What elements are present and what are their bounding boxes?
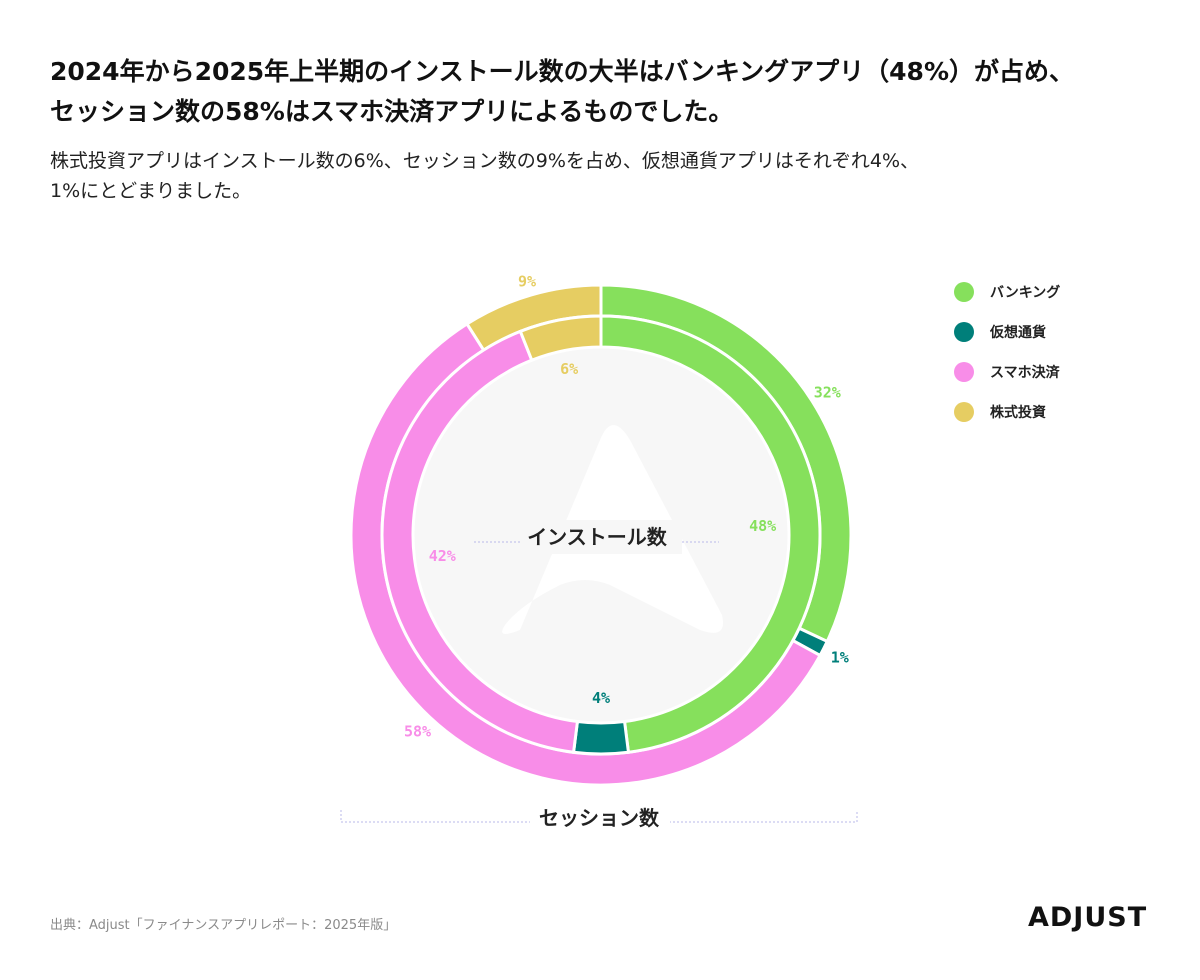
legend-item-mobile-payment: スマホ決済 (954, 362, 1060, 382)
session-label-crypto: 1% (831, 649, 849, 667)
chart-legend: バンキング 仮想通貨 スマホ決済 株式投資 (954, 282, 1060, 442)
session-label-banking: 32% (814, 383, 841, 401)
legend-label-mobile-payment: スマホ決済 (990, 365, 1060, 381)
chart-subtitle: 株式投資アプリはインストール数の6%、セッション数の9%を占め、仮想通貨アプリは… (50, 146, 1150, 206)
outer-label-bg (530, 804, 670, 834)
segment-labels: 48% 4% 42% 6% 32% 1% 58% 9% (404, 273, 849, 741)
outer-ring-label: セッション数 (539, 806, 660, 830)
legend-item-crypto: 仮想通貨 (954, 322, 1060, 342)
legend-item-banking: バンキング (954, 282, 1060, 302)
legend-dot-banking (954, 282, 974, 302)
session-label-stock-investing: 9% (518, 273, 536, 291)
subtitle-line-1: 株式投資アプリはインストール数の6%、セッション数の9%を占め、仮想通貨アプリは… (50, 150, 920, 172)
inner-ring-installs (380, 314, 822, 756)
install-segment-crypto (571, 719, 631, 756)
legend-item-stock-investing: 株式投資 (954, 402, 1060, 422)
install-segment-stock-investing (518, 314, 603, 363)
legend-dot-crypto (954, 322, 974, 342)
legend-label-crypto: 仮想通貨 (990, 325, 1046, 341)
legend-label-banking: バンキング (990, 285, 1061, 301)
adjust-logo: ADJUST (1028, 902, 1148, 933)
legend-dot-mobile-payment (954, 362, 974, 382)
source-note: 出典：Adjust「ファイナンスアプリレポート：2025年版」 (50, 918, 397, 933)
title-line-2: セッション数の58%はスマホ決済アプリによるものでした。 (50, 97, 734, 126)
title-line-1: 2024年から2025年上半期のインストール数の大半はバンキングアプリ（48%）… (50, 57, 1075, 86)
install-label-crypto: 4% (592, 689, 610, 707)
install-label-banking: 48% (749, 517, 776, 535)
legend-dot-stock-investing (954, 402, 974, 422)
install-label-stock-investing: 6% (560, 360, 578, 378)
install-label-mobile-payment: 42% (429, 547, 456, 565)
session-label-mobile-payment: 58% (404, 722, 431, 740)
legend-label-stock-investing: 株式投資 (990, 405, 1046, 421)
inner-label-bg (520, 520, 682, 554)
chart-title: 2024年から2025年上半期のインストール数の大半はバンキングアプリ（48%）… (50, 52, 1150, 132)
subtitle-line-2: 1%にとどまりました。 (50, 180, 252, 202)
inner-ring-label: インストール数 (527, 525, 668, 549)
